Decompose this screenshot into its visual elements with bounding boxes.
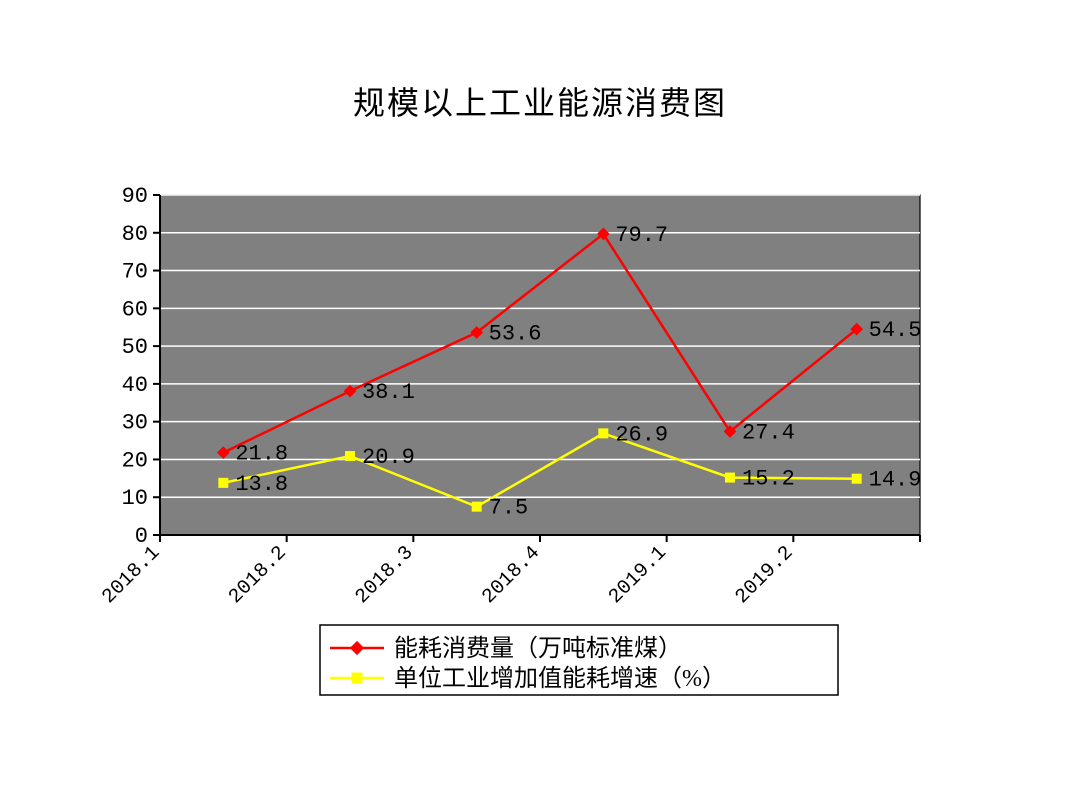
- y-tick-label: 40: [122, 373, 148, 398]
- y-tick-label: 90: [122, 185, 148, 209]
- data-label: 13.8: [235, 472, 288, 497]
- data-label: 54.5: [869, 318, 922, 343]
- x-tick-label: 2018.4: [478, 542, 545, 609]
- data-label: 26.9: [615, 422, 668, 447]
- data-label: 79.7: [615, 223, 668, 248]
- data-label: 14.9: [869, 468, 922, 493]
- y-tick-label: 80: [122, 222, 148, 247]
- data-label: 7.5: [489, 496, 529, 521]
- x-tick-label: 2018.1: [98, 542, 165, 609]
- y-tick-label: 70: [122, 260, 148, 285]
- data-label: 53.6: [489, 322, 542, 347]
- y-tick-label: 60: [122, 297, 148, 322]
- legend-label: 单位工业增加值能耗增速（%）: [394, 665, 726, 692]
- x-tick-label: 2018.3: [351, 542, 418, 609]
- chart-container: 01020304050607080902018.12018.22018.3201…: [90, 185, 1010, 750]
- data-label: 20.9: [362, 445, 415, 470]
- chart-title: 规模以上工业能源消费图: [0, 78, 1080, 124]
- data-label: 21.8: [235, 442, 288, 467]
- chart-svg: 01020304050607080902018.12018.22018.3201…: [90, 185, 1010, 745]
- y-tick-label: 10: [122, 486, 148, 511]
- y-tick-label: 20: [122, 448, 148, 473]
- data-label: 15.2: [742, 467, 795, 492]
- legend-label: 能耗消费量（万吨标准煤）: [394, 635, 682, 662]
- y-tick-label: 50: [122, 335, 148, 360]
- x-tick-label: 2018.2: [224, 542, 291, 609]
- y-tick-label: 30: [122, 411, 148, 436]
- data-label: 27.4: [742, 420, 795, 445]
- page: 规模以上工业能源消费图 01020304050607080902018.1201…: [0, 0, 1080, 810]
- x-tick-label: 2019.1: [604, 542, 671, 609]
- x-tick-label: 2019.2: [731, 542, 798, 609]
- data-label: 38.1: [362, 380, 415, 405]
